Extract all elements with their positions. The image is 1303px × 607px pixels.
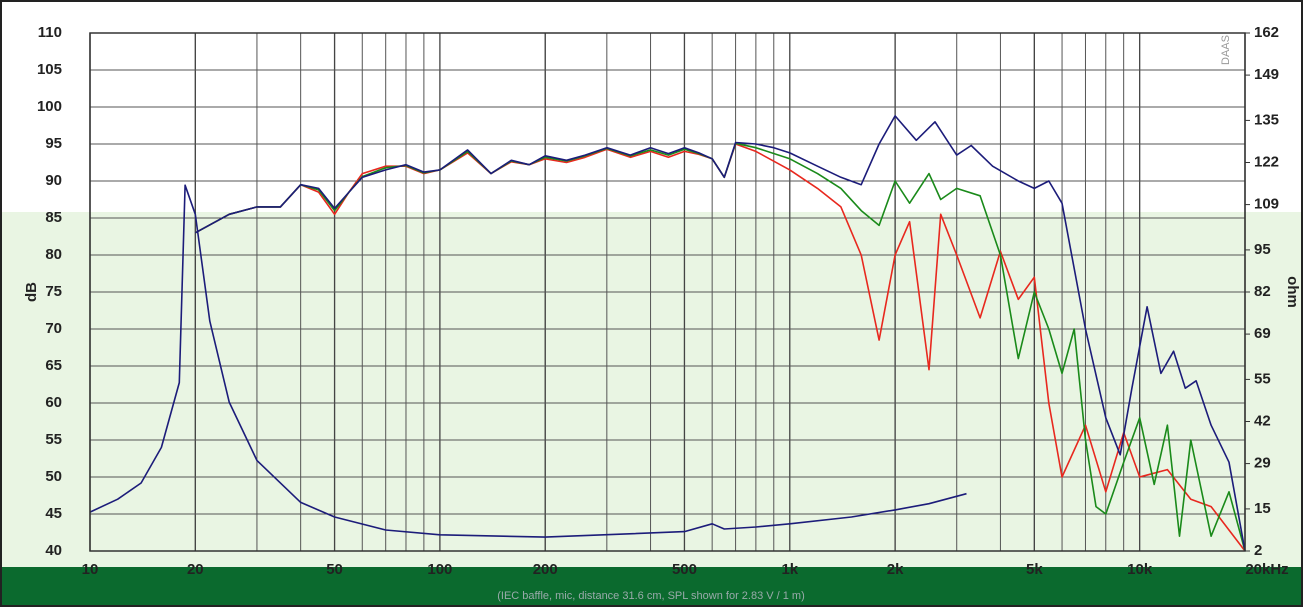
y-tick-label: 105 — [37, 61, 62, 78]
y2-tick-label: 109 — [1254, 196, 1279, 213]
x-tick-label: 20 — [187, 561, 204, 578]
x-tick-label: 50 — [326, 561, 343, 578]
x-tick-label: 10 — [82, 561, 99, 578]
y2-tick-label: 162 — [1254, 24, 1279, 41]
y-tick-label: 95 — [45, 135, 62, 152]
x-tick-label: 500 — [672, 561, 697, 578]
y-tick-label: 75 — [45, 283, 62, 300]
y-tick-label: 85 — [45, 209, 62, 226]
series-line — [194, 115, 1246, 552]
y-tick-label: 40 — [45, 542, 62, 559]
y2-tick-label: 122 — [1254, 153, 1279, 170]
y2-axis-label: ohm — [1284, 276, 1301, 308]
watermark: DAAS — [1220, 35, 1232, 65]
x-tick-label: 5k — [1026, 561, 1043, 578]
y-tick-label: 60 — [45, 394, 62, 411]
y2-tick-label: 149 — [1254, 66, 1279, 83]
y2-tick-label: 95 — [1254, 241, 1271, 258]
y2-tick-label: 82 — [1254, 283, 1271, 300]
y2-tick-label: 69 — [1254, 325, 1271, 342]
x-tick-label: 20kHz — [1245, 561, 1288, 578]
y-tick-label: 70 — [45, 320, 62, 337]
y-tick-label: 100 — [37, 98, 62, 115]
x-tick-label: 10k — [1127, 561, 1153, 578]
y2-tick-label: 135 — [1254, 111, 1279, 128]
series-line — [89, 184, 967, 538]
y-tick-label: 80 — [45, 246, 62, 263]
caption-bar — [0, 567, 1303, 607]
y-tick-label: 90 — [45, 172, 62, 189]
y2-tick-label: 2 — [1254, 542, 1262, 559]
y-tick-label: 65 — [45, 357, 62, 374]
y2-tick-label: 15 — [1254, 500, 1271, 517]
x-tick-label: 100 — [427, 561, 452, 578]
y-tick-label: 45 — [45, 505, 62, 522]
y2-tick-label: 55 — [1254, 370, 1271, 387]
y2-tick-label: 42 — [1254, 412, 1271, 429]
y2-tick-label: 29 — [1254, 455, 1271, 472]
y-tick-label: 55 — [45, 431, 62, 448]
x-tick-label: 2k — [887, 561, 904, 578]
lines — [89, 115, 1246, 552]
y-tick-label: 110 — [38, 24, 62, 41]
y-tick-label: 50 — [45, 468, 62, 485]
y-axis-label: dB — [23, 282, 40, 302]
x-tick-label: 200 — [533, 561, 558, 578]
caption: (IEC baffle, mic, distance 31.6 cm, SPL … — [497, 590, 805, 602]
x-tick-label: 1k — [781, 561, 798, 578]
